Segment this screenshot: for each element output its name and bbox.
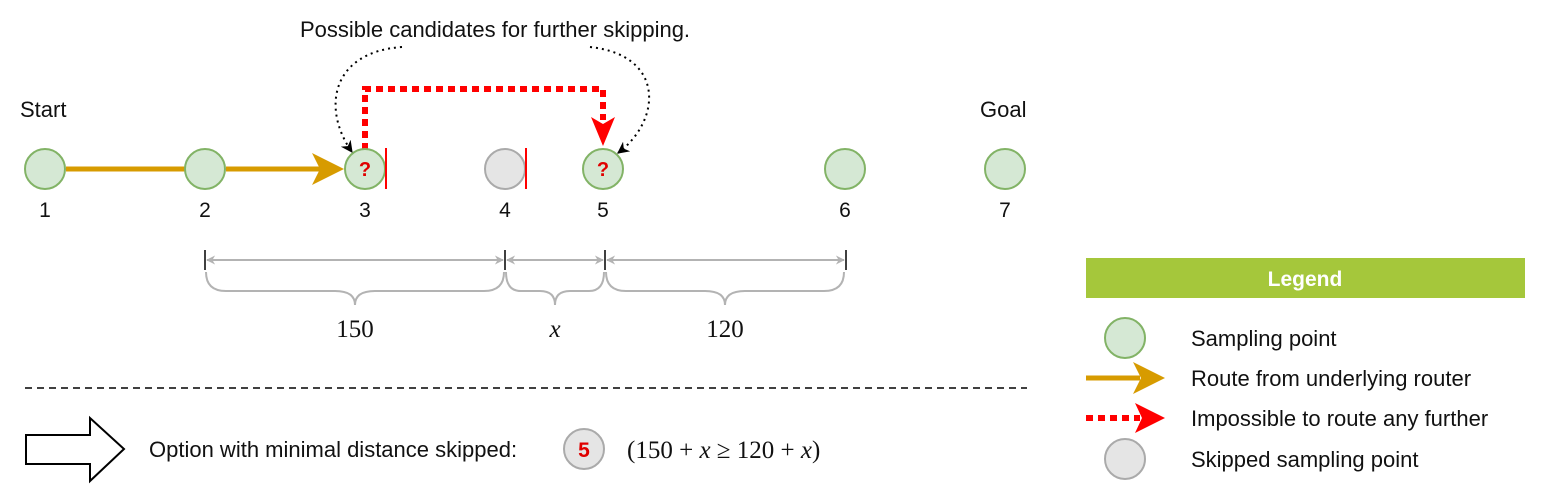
selected-node-label: 5 bbox=[578, 439, 590, 462]
node-label: 4 bbox=[499, 199, 511, 222]
legend-item-route: Route from underlying router bbox=[1191, 366, 1471, 391]
start-label: Start bbox=[20, 97, 66, 122]
annotation-text: Possible candidates for further skipping… bbox=[300, 17, 690, 42]
question-mark: ? bbox=[597, 159, 609, 181]
conclusion-text: Option with minimal distance skipped: bbox=[149, 437, 517, 462]
brace-120 bbox=[605, 271, 845, 306]
node-5: ? 5 bbox=[582, 148, 624, 222]
node-7: 7 bbox=[984, 148, 1026, 222]
node-label: 2 bbox=[199, 199, 211, 222]
big-arrow-icon bbox=[25, 415, 126, 484]
sampling-point-icon bbox=[24, 148, 66, 190]
distance-label-x: x bbox=[548, 316, 560, 343]
node-label: 5 bbox=[597, 199, 609, 222]
selected-node-icon bbox=[563, 428, 605, 470]
skipped-point-icon bbox=[484, 148, 526, 190]
conclusion-formula: (150 + x ≥ 120 + x) bbox=[627, 437, 820, 464]
node-1: 1 bbox=[24, 148, 66, 222]
node-6: 6 bbox=[824, 148, 866, 222]
node-label: 7 bbox=[999, 199, 1011, 222]
route-arrowhead bbox=[312, 153, 344, 185]
distance-label-120: 120 bbox=[706, 316, 744, 343]
candidate-pointer-right bbox=[589, 46, 651, 154]
sampling-point-icon bbox=[184, 148, 226, 190]
distance-label-150: 150 bbox=[336, 316, 374, 343]
legend-item-impossible: Impossible to route any further bbox=[1191, 406, 1488, 431]
impossible-route-arrowhead bbox=[591, 117, 615, 146]
node-2: 2 bbox=[184, 148, 226, 222]
legend-impossible-arrow-icon bbox=[1135, 403, 1165, 433]
impossible-route-line bbox=[362, 86, 606, 150]
node-4: 4 bbox=[484, 148, 527, 222]
candidate-pointer-left bbox=[334, 46, 403, 153]
legend-item-skipped: Skipped sampling point bbox=[1191, 447, 1418, 472]
sampling-point-icon bbox=[824, 148, 866, 190]
brace-x bbox=[505, 271, 605, 306]
node-label: 1 bbox=[39, 199, 51, 222]
node-3: ? 3 bbox=[344, 148, 387, 222]
distance-braces bbox=[205, 271, 845, 306]
legend-header bbox=[1086, 258, 1525, 298]
legend-sampling-point-icon bbox=[1104, 317, 1146, 359]
legend-title: Legend bbox=[1268, 268, 1343, 291]
node-label: 3 bbox=[359, 199, 371, 222]
legend: Legend Sampling point Route from underly… bbox=[1086, 258, 1525, 480]
node-label: 6 bbox=[839, 199, 851, 222]
sampling-point-icon bbox=[582, 148, 624, 190]
legend-skipped-point-icon bbox=[1104, 438, 1146, 480]
dimension-lines bbox=[204, 250, 847, 270]
legend-route-arrow-icon bbox=[1133, 362, 1165, 394]
brace-150 bbox=[205, 271, 505, 306]
legend-item-sampling-point: Sampling point bbox=[1191, 326, 1337, 351]
question-mark: ? bbox=[359, 159, 371, 181]
goal-label: Goal bbox=[980, 97, 1026, 122]
sampling-point-icon bbox=[984, 148, 1026, 190]
